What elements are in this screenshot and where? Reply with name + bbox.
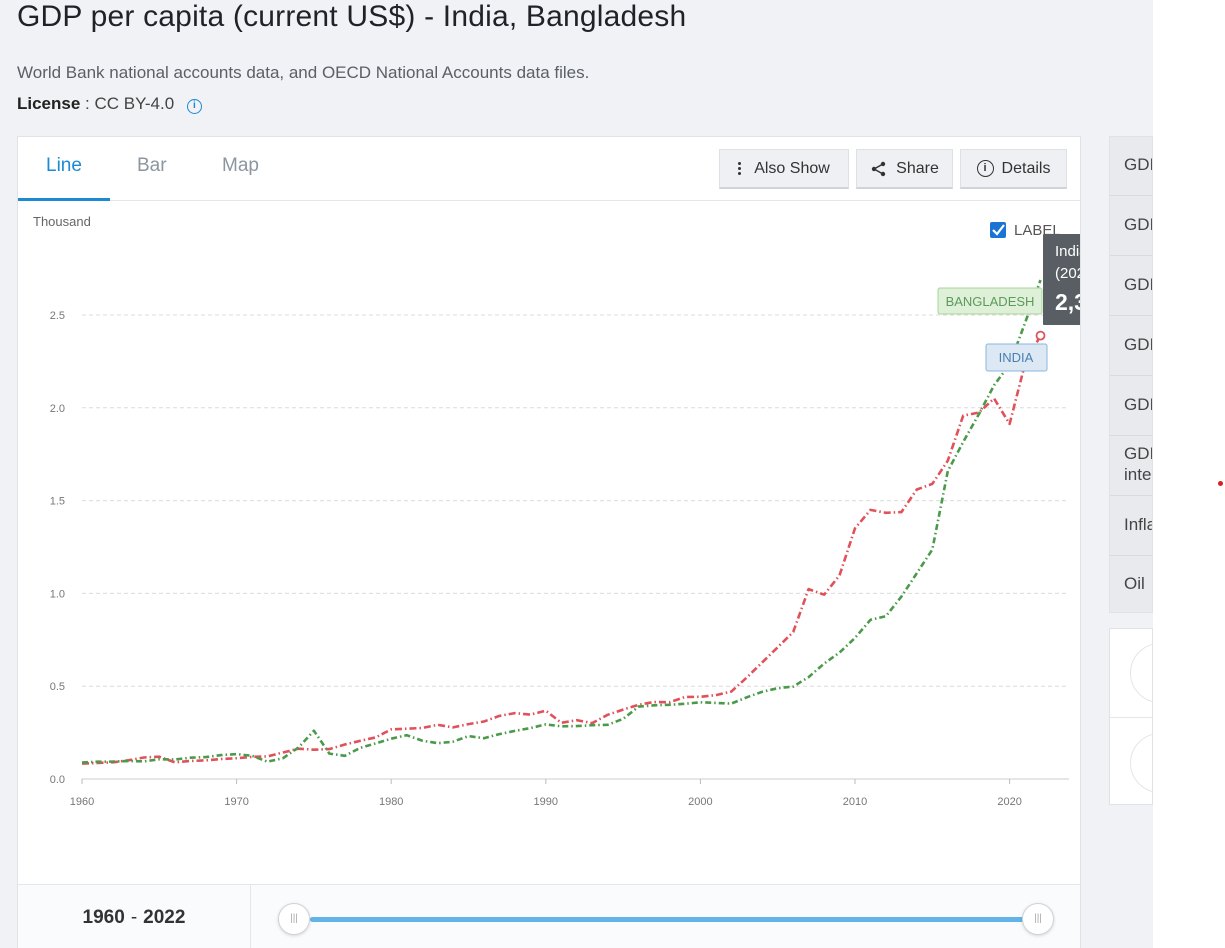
series-label-bangladesh: BANGLADESH (937, 287, 1043, 315)
info-circle-icon: i (976, 160, 994, 177)
series-line-bangladesh (81, 279, 1042, 764)
x-tick-label: 1990 (534, 796, 558, 808)
line-chart: Thousand 0.0 0.5 1.0 1.5 2.0 2.5 1960 1970 1980 19… (33, 214, 1080, 808)
x-tick-label: 2020 (997, 796, 1021, 808)
details-label: Details (1001, 159, 1051, 177)
info-icon[interactable]: i (186, 99, 202, 114)
download-panel (1109, 628, 1153, 805)
y-tick-label: 0.0 (50, 774, 65, 786)
tooltip-year: (2022) (1055, 265, 1080, 282)
active-tab-indicator (18, 198, 110, 201)
side-item[interactable]: GDI (1124, 335, 1153, 354)
highlighted-point (1035, 330, 1046, 341)
x-tick-label: 1980 (379, 796, 403, 808)
tooltip-country: India (1055, 243, 1080, 260)
chart-tabs: Line Bar Map Also Show Share i Details (18, 137, 1080, 201)
year-range-slider: 1960 - 2022 ||| ||| (18, 884, 1080, 948)
red-dot-marker (1218, 481, 1223, 486)
series-label-text: BANGLADESH (946, 294, 1035, 309)
tooltip-value: 2,388.6 (1055, 289, 1080, 315)
check-icon (992, 224, 1005, 236)
download-option-icon[interactable] (1130, 643, 1152, 703)
tooltip: India (2022) 2,388.6 (1043, 234, 1080, 325)
tab-map[interactable]: Map (222, 155, 259, 176)
y-tick-label: 1.5 (50, 496, 65, 508)
x-tick-label: 1970 (224, 796, 248, 808)
more-vertical-icon (738, 160, 742, 177)
range-end: 2022 (143, 906, 186, 928)
side-item[interactable]: GDI (1124, 395, 1153, 414)
chart-card: Line Bar Map Also Show Share i Details T… (17, 136, 1081, 948)
series-label-box (937, 287, 1043, 315)
side-item[interactable]: Oil (1124, 574, 1145, 593)
y-tick-label: 2.0 (50, 403, 65, 415)
side-item[interactable]: Infla (1124, 515, 1153, 534)
series-label-box (985, 343, 1048, 372)
slider-handle-end[interactable]: ||| (1022, 903, 1054, 935)
share-label: Share (896, 159, 939, 177)
also-show-label: Also Show (754, 159, 830, 177)
series-line-india (81, 334, 1042, 765)
related-indicators-panel: GDI GDI GDI GDI GDI GDI inte Infla Oil (1109, 136, 1153, 613)
slider-handle-start[interactable]: ||| (278, 903, 310, 935)
license: License : CC BY-4.0 i (17, 94, 202, 114)
share-icon (871, 161, 886, 176)
series-label-india: INDIA (985, 343, 1048, 372)
y-tick-label: 0.5 (50, 681, 65, 693)
x-tick-label: 1960 (70, 796, 94, 808)
tooltip-box (1043, 234, 1080, 325)
side-item[interactable]: GDI (1124, 155, 1153, 174)
license-label: License (17, 94, 81, 113)
blank-area (1153, 0, 1225, 948)
x-tick-label: 2010 (843, 796, 867, 808)
source-text: World Bank national accounts data, and O… (17, 63, 590, 82)
y-tick-label: 2.5 (50, 310, 65, 322)
side-item[interactable]: GDI (1124, 215, 1153, 234)
license-value: : CC BY-4.0 (85, 94, 175, 113)
x-tick-label: 2000 (688, 796, 712, 808)
also-show-button[interactable]: Also Show (719, 149, 849, 189)
year-range-display: 1960 - 2022 (18, 885, 251, 948)
tab-bar[interactable]: Bar (137, 155, 167, 176)
page-title: GDP per capita (current US$) - India, Ba… (17, 0, 687, 33)
share-button[interactable]: Share (856, 149, 953, 189)
details-button[interactable]: i Details (960, 149, 1067, 189)
slider-track[interactable] (310, 917, 1039, 922)
tab-line[interactable]: Line (46, 155, 82, 176)
y-tick-label: 1.0 (50, 588, 65, 600)
series-label-text: INDIA (999, 350, 1034, 365)
range-start: 1960 (82, 906, 125, 928)
side-item[interactable]: GDI inte (1124, 444, 1153, 484)
y-axis-unit-label: Thousand (33, 214, 91, 229)
side-item[interactable]: GDI (1124, 275, 1153, 294)
database-icon[interactable] (1130, 733, 1152, 793)
checkbox-icon (990, 222, 1006, 238)
